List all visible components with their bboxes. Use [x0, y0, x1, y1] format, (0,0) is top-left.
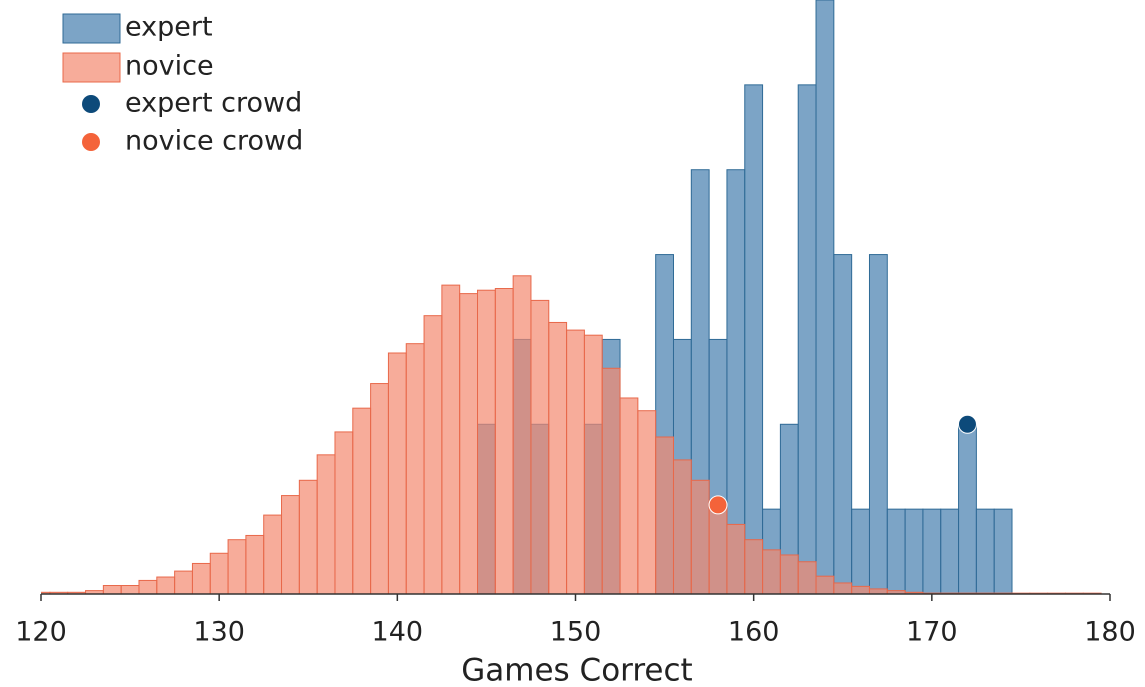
histogram-bar — [815, 575, 835, 595]
histogram-bar — [851, 585, 870, 595]
histogram-bar — [174, 570, 193, 595]
histogram-bar — [494, 288, 514, 595]
x-tick-label: 130 — [193, 617, 245, 648]
histogram-bar — [833, 254, 853, 595]
histogram-bar — [958, 423, 977, 595]
histogram-bar — [334, 431, 354, 595]
histogram-bar — [512, 275, 532, 595]
histogram-bar — [245, 534, 265, 595]
histogram-bar — [120, 585, 140, 595]
histogram-bar — [405, 343, 425, 595]
histogram-bar — [441, 284, 461, 595]
histogram-bar — [138, 579, 158, 595]
histogram-bar — [477, 289, 496, 595]
histogram-bar — [762, 549, 781, 595]
histogram-bar — [156, 576, 176, 595]
x-tick-label: 180 — [1084, 617, 1136, 648]
crowd-point — [708, 495, 728, 515]
histogram-bar — [387, 352, 407, 595]
histogram-bar — [281, 495, 300, 595]
histogram-bar — [868, 588, 888, 595]
histogram-bar — [672, 459, 692, 595]
x-tick-label: 170 — [906, 617, 958, 648]
histogram-bar — [316, 454, 336, 595]
histogram-bar — [655, 436, 674, 595]
histogram-bar — [886, 508, 906, 595]
histogram-bar — [209, 552, 229, 595]
histogram-bar — [690, 479, 710, 595]
histogram-bar — [583, 334, 603, 595]
histogram-bar — [370, 383, 389, 595]
histogram-bar — [619, 397, 639, 595]
histogram-bar — [191, 562, 211, 595]
histogram-bar — [744, 539, 764, 595]
histogram-bar — [263, 514, 283, 595]
histogram-bar — [815, 0, 835, 595]
histogram-bar — [993, 508, 1013, 595]
histogram-bar — [459, 293, 479, 595]
histogram-bar — [708, 502, 728, 595]
histogram-bar — [298, 479, 318, 595]
histogram-bar — [726, 523, 746, 595]
histogram-bar — [423, 315, 443, 595]
histogram-bar — [851, 508, 870, 595]
legend-marker — [82, 133, 100, 151]
histogram-bar — [975, 508, 995, 595]
histogram-bar — [566, 329, 585, 595]
histogram-bar — [797, 84, 817, 595]
histogram-bar — [530, 299, 550, 595]
legend-swatch — [62, 52, 121, 83]
x-tick-label: 140 — [372, 617, 424, 648]
histogram-bar — [352, 407, 372, 595]
histogram-bar — [637, 410, 657, 595]
crowd-point — [957, 414, 977, 434]
histogram-bar — [868, 254, 888, 595]
histogram-bar — [779, 554, 799, 595]
histogram-bar — [797, 561, 817, 595]
histogram-bar — [922, 508, 942, 595]
x-axis-label: Games Correct — [461, 653, 692, 687]
x-tick-label: 120 — [15, 617, 67, 648]
histogram-bar — [744, 84, 764, 595]
x-tick-label: 160 — [728, 617, 780, 648]
legend-marker — [82, 95, 100, 113]
legend-label: novice crowd — [125, 126, 303, 157]
histogram-bar — [833, 582, 853, 595]
histogram-bar — [102, 585, 122, 595]
legend-label: expert crowd — [125, 88, 302, 119]
histogram-bar — [940, 508, 960, 595]
x-tick-label: 150 — [550, 617, 602, 648]
legend-label: novice — [125, 51, 214, 82]
histogram-bar — [904, 508, 924, 595]
legend-label: expert — [125, 12, 213, 43]
legend-swatch — [62, 13, 121, 44]
histogram-bar — [601, 367, 621, 595]
plot-area — [41, 0, 1102, 595]
histogram-bar — [548, 321, 568, 595]
histogram-bar — [227, 539, 247, 595]
